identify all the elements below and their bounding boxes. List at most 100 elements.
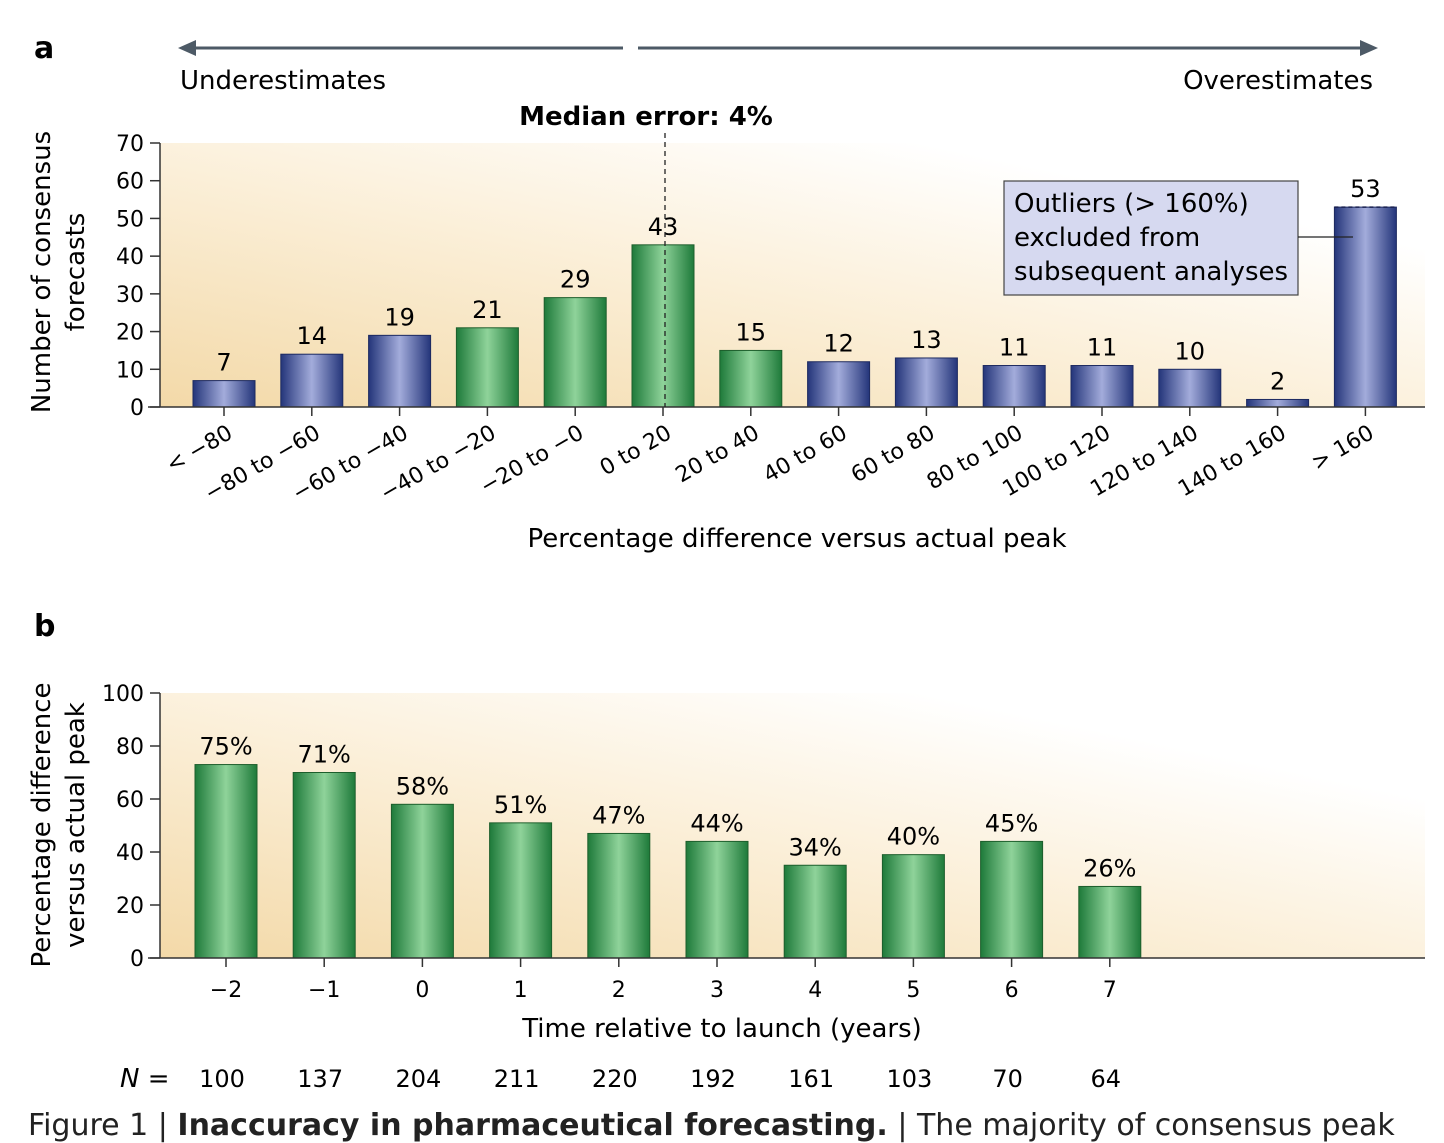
panel-a-y-axis: 0 10 20 30 40 50 60 70 [116,132,160,421]
panel-a-ylabel-line-1: Number of consensus [27,131,57,413]
panel-a-bar [1333,206,1397,408]
panel-b-y-tick-label: 40 [116,841,144,866]
outlier-annotation: Outliers (> 160%) excluded from subseque… [1003,180,1353,296]
panel-b-ylabel-line-1: Percentage difference [27,682,57,967]
overestimates-label: Overestimates [1183,66,1373,96]
panel-a-bar-label: 29 [560,266,591,294]
panel-b-bar [292,772,356,959]
panel-a-y-tick-label: 30 [116,283,144,308]
panel-b-bar-label: 45% [985,809,1038,837]
panel-a-bar [1158,368,1222,408]
panel-b-n-value: 103 [886,1065,932,1093]
panel-b-n-value: 161 [788,1065,834,1093]
panel-b-y-tick-label: 100 [102,682,144,707]
panel-a-bar-label: 13 [911,326,942,354]
panel-b-x-tick-label: 6 [1005,978,1019,1003]
panel-b-n-value: 192 [690,1065,736,1093]
panel-b-n-value: 220 [592,1065,638,1093]
panel-a-bar-label: 15 [736,318,767,346]
panel-b-x-axis: −2 −1 0 1 2 3 4 5 6 7 [210,958,1117,1003]
panel-b-x-tick-label: −1 [308,978,340,1003]
panel-a-bar-label: 21 [472,296,503,324]
panel-b-bar-label: 40% [887,823,940,851]
panel-a-x-tick-label: 0 to 20 [596,421,676,482]
panel-b-bar-label: 47% [592,801,645,829]
caption-prefix: Figure 1 | [28,1108,178,1143]
panel-b-x-tick-label: 2 [612,978,626,1003]
outlier-annotation-box [1003,180,1299,296]
panel-a-xlabel: Percentage difference versus actual peak [527,524,1066,554]
panel-a-y-tick-label: 0 [130,396,144,421]
panel-a-bar [543,297,607,408]
panel-a-chart: 0 10 20 30 40 50 60 70 7 14 19 21 29 43 15 12 13 11 11 10 2… [27,131,1425,554]
direction-arrows [178,40,1378,56]
panel-b-y-tick-label: 80 [116,735,144,760]
panel-a-bar [719,349,783,408]
panel-b-n-row: 100 137 204 211 220 192 161 103 70 64 [199,1065,1121,1093]
outlier-annotation-line-1: Outliers (> 160%) [1014,189,1249,219]
panel-b-bars: 75% 71% 58% 51% 47% 44% 34% 40% 45% 26% [194,733,1142,959]
panel-a-bar [280,353,344,408]
panel-a-bar [807,361,871,408]
panel-a-bar [982,365,1046,408]
caption-bold: Inaccuracy in pharmaceutical forecasting… [177,1108,888,1143]
panel-a-bar-label: 11 [999,334,1030,362]
panel-a-bar-label: 43 [648,213,679,241]
left-arrowhead-icon [178,40,196,56]
panel-b-x-tick-label: 7 [1103,978,1117,1003]
panel-b-xlabel: Time relative to launch (years) [521,1014,922,1044]
panel-a-y-tick-label: 20 [116,321,144,346]
panel-a-x-axis: < −80−80 to −60−60 to −40−40 to −20−20 t… [162,407,1378,507]
caption-rest: | The majority of consensus peak [887,1108,1395,1143]
panel-b-n-value: 137 [297,1065,343,1093]
panel-a-bar-label: 2 [1270,367,1285,395]
panel-b-bar [489,822,553,959]
panel-b-bar [390,803,454,959]
panel-b-x-tick-label: 4 [808,978,822,1003]
panel-a-y-tick-label: 50 [116,207,144,232]
panel-a-y-tick-label: 70 [116,132,144,157]
panel-b-bar [194,764,258,959]
panel-b-bar [587,832,651,959]
panel-a-letter: a [34,31,54,66]
panel-a-ylabel-line-2: forecasts [61,213,91,332]
panel-a-bar [631,244,695,408]
panel-b-bar [881,854,945,959]
panel-b-n-value: 64 [1091,1065,1122,1093]
panel-a-bar-label: 11 [1087,334,1118,362]
panel-a-bar-label: 10 [1175,337,1206,365]
panel-a-bar-label: 12 [823,330,854,358]
panel-b-bar-label: 71% [298,741,351,769]
panel-a-y-tick-label: 40 [116,245,144,270]
panel-b-bar [1078,885,1142,959]
panel-b-n-value: 100 [199,1065,245,1093]
panel-a-bar [455,327,519,408]
panel-b-bar-label: 58% [396,772,449,800]
panel-a-bar-label: 19 [384,303,415,331]
panel-a-bar-label: 53 [1350,175,1381,203]
panel-b-x-tick-label: −2 [210,978,242,1003]
panel-b-x-tick-label: 1 [514,978,528,1003]
underestimates-label: Underestimates [180,66,386,96]
panel-b-bar-label: 51% [494,791,547,819]
panel-b-n-value: 211 [494,1065,540,1093]
panel-b-y-tick-label: 20 [116,894,144,919]
right-arrowhead-icon [1360,40,1378,56]
panel-b-y-tick-label: 60 [116,788,144,813]
panel-b-bar-label: 26% [1083,854,1136,882]
panel-a-bar-label: 14 [297,322,328,350]
panel-a-x-tick-label: > 160 [1308,421,1379,476]
panel-b-bar-label: 44% [690,809,743,837]
panel-a-y-tick-label: 10 [116,358,144,383]
panel-b-bar-label: 75% [199,733,252,761]
n-label: N = [120,1064,170,1094]
figure-caption: Figure 1 | Inaccuracy in pharmaceutical … [28,1108,1395,1143]
panel-a-bar-label: 7 [216,349,231,377]
median-error-label: Median error: 4% [519,102,773,132]
panel-a-x-tick-label: 20 to 40 [672,421,764,489]
panel-b-x-tick-label: 3 [710,978,724,1003]
panel-b-bar [685,840,749,959]
panel-b-letter: b [34,609,55,644]
